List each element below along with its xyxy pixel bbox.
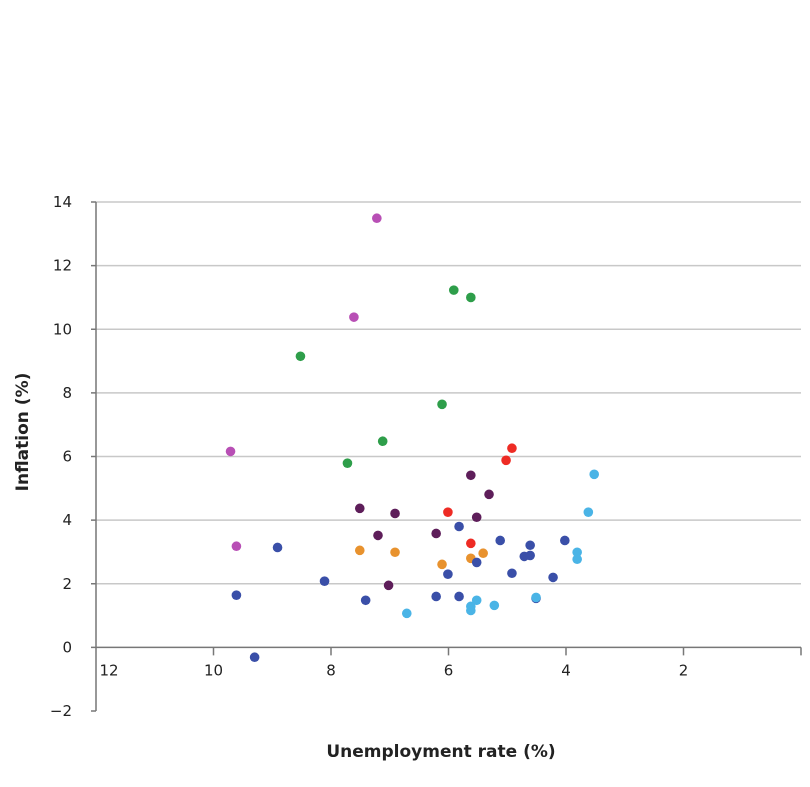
data-points: [225, 213, 599, 663]
data-point-magenta: [372, 213, 382, 224]
data-point-blue: [272, 542, 283, 553]
data-point-dark-purple: [484, 489, 494, 500]
data-point-dark-purple: [390, 508, 400, 519]
data-point-blue: [231, 590, 242, 601]
data-point-dark-purple: [431, 528, 441, 539]
x-tick-label: 4: [561, 661, 571, 679]
data-point-orange: [437, 559, 447, 570]
data-point-red: [507, 443, 517, 454]
data-point-red: [501, 455, 511, 466]
data-point-dark-purple: [383, 580, 394, 591]
data-point-magenta: [225, 446, 236, 457]
x-tick-label: 6: [444, 661, 454, 679]
y-tick-label: 8: [62, 384, 72, 402]
data-point-blue: [471, 557, 482, 568]
data-point-blue: [249, 652, 260, 663]
data-point-light-blue: [583, 507, 594, 517]
data-point-light-blue: [489, 600, 500, 611]
x-tick-label: 10: [204, 661, 223, 679]
y-tick-label: 2: [62, 575, 72, 593]
data-point-blue: [495, 535, 506, 546]
data-point-blue: [443, 569, 453, 580]
data-point-dark-purple: [471, 512, 482, 523]
data-point-light-blue: [572, 547, 582, 558]
data-point-dark-purple: [373, 530, 383, 541]
data-point-dark-purple: [354, 503, 365, 514]
y-tick-label: 0: [62, 638, 72, 656]
data-point-blue: [454, 591, 464, 602]
data-point-light-blue: [572, 554, 582, 565]
data-point-blue: [548, 572, 558, 583]
y-axis-label: Inflation (%): [13, 373, 33, 492]
data-point-orange: [478, 548, 488, 559]
data-point-green: [466, 292, 476, 303]
data-point-blue: [525, 550, 535, 561]
axes: 14 12 10 8 6 4 2 0 −2 12 10 8 6 4 2: [50, 193, 802, 720]
data-point-blue: [319, 576, 330, 587]
data-point-blue: [431, 591, 441, 602]
y-tick-label: 10: [53, 320, 72, 338]
gridlines: [96, 201, 801, 585]
data-point-green: [448, 285, 459, 295]
data-point-dark-purple: [466, 470, 476, 481]
data-point-blue: [360, 595, 371, 606]
data-point-red: [443, 507, 453, 517]
y-tick-label: 6: [62, 448, 72, 466]
x-axis-label: Unemployment rate (%): [326, 742, 555, 762]
data-point-light-blue: [471, 595, 482, 606]
data-point-green: [377, 436, 388, 447]
data-point-orange: [390, 547, 400, 558]
data-point-light-blue: [589, 469, 599, 480]
data-point-green: [295, 351, 306, 362]
data-point-light-blue: [531, 592, 541, 603]
y-tick-label: 4: [62, 511, 72, 529]
y-tick-label: 14: [53, 193, 72, 211]
data-point-red: [466, 538, 476, 549]
data-point-blue: [525, 540, 535, 551]
data-point-green: [437, 399, 447, 410]
data-point-orange: [354, 545, 365, 556]
data-point-light-blue: [466, 605, 476, 616]
x-tick-label: 2: [679, 661, 689, 679]
x-tick-label: 8: [326, 661, 336, 679]
data-point-magenta: [231, 541, 242, 552]
y-tick-label: −2: [50, 702, 72, 720]
y-tick-label: 12: [53, 257, 72, 275]
x-tick-label: 12: [99, 661, 118, 679]
data-point-light-blue: [401, 608, 412, 619]
data-point-blue: [454, 521, 464, 532]
data-point-blue: [507, 568, 517, 579]
data-point-green: [342, 458, 353, 468]
data-point-blue: [560, 535, 570, 546]
data-point-magenta: [349, 312, 359, 322]
